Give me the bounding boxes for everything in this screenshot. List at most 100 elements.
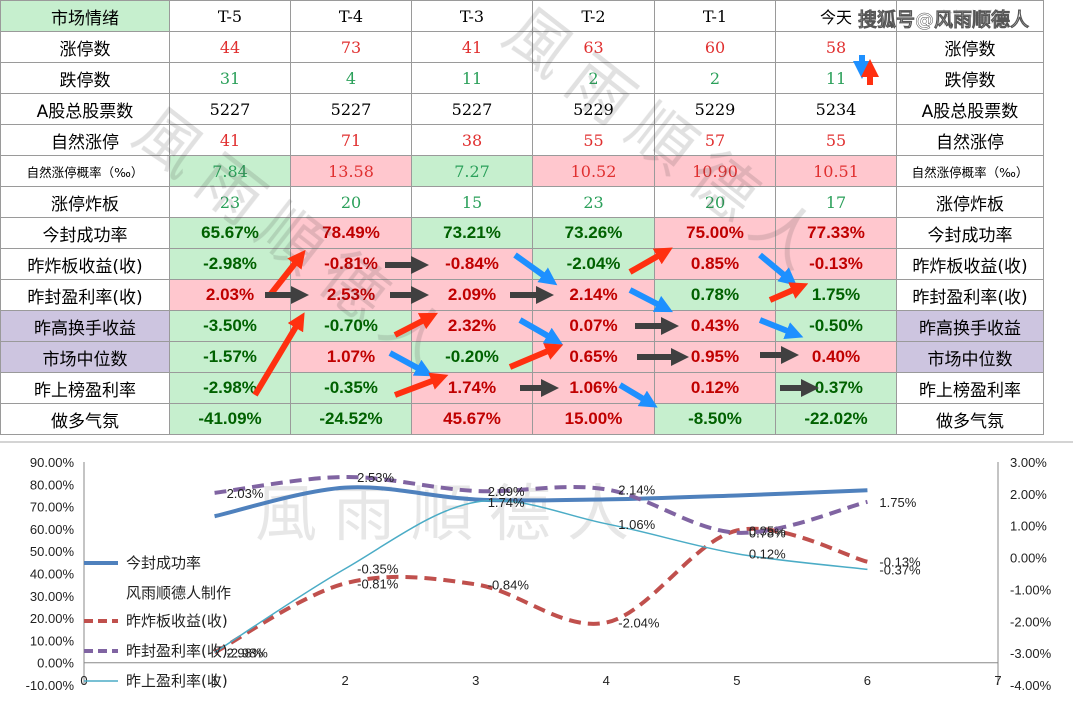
x-tick-label: 5 — [733, 673, 740, 688]
table-cell: 78.49% — [290, 217, 412, 249]
table-cell: 2 — [532, 62, 655, 94]
table-cell: -2.98% — [169, 248, 291, 280]
left-tick-label: 30.00% — [30, 589, 75, 604]
table-cell: -3.50% — [169, 310, 291, 342]
header-day: T-5 — [169, 0, 291, 32]
data-label: -0.35% — [357, 562, 399, 577]
row-label: 做多气氛 — [0, 403, 170, 435]
table-cell: 57 — [654, 124, 776, 156]
row-label-right: 昨高换手收益 — [896, 310, 1044, 342]
right-tick-label: -3.00% — [1010, 646, 1052, 661]
series-line — [214, 499, 868, 654]
header-day: T-2 — [532, 0, 655, 32]
table-cell: 63 — [532, 31, 655, 63]
table-cell: 41 — [169, 124, 291, 156]
table-row: 市场中位数 -1.57% 1.07% -0.20% 0.65% 0.95% 0.40% 市场中… — [0, 341, 1044, 373]
table-cell: 41 — [411, 31, 533, 63]
header-row: 市场情绪 T-5 T-4 T-3 T-2 T-1 今天 市场情绪 — [0, 0, 1044, 32]
table-cell: 77.33% — [775, 217, 897, 249]
table-cell: 0.07% — [532, 310, 655, 342]
x-tick-label: 7 — [994, 673, 1001, 688]
data-label: 1.74% — [488, 495, 525, 510]
table-cell: -0.70% — [290, 310, 412, 342]
table-cell: 17 — [775, 186, 897, 218]
row-label-right: 自然涨停 — [896, 124, 1044, 156]
row-label-right: 市场中位数 — [896, 341, 1044, 373]
table-row: 昨高换手收益 -3.50% -0.70% 2.32% 0.07% 0.43% -0.50% 昨… — [0, 310, 1044, 342]
data-label: -0.84% — [488, 577, 530, 592]
row-label: 涨停炸板 — [0, 186, 170, 218]
table-cell: 7.27 — [411, 155, 533, 187]
table-cell: 0.95% — [654, 341, 776, 373]
header-day: T-4 — [290, 0, 412, 32]
table-row: 做多气氛 -41.09% -24.52% 45.67% 15.00% -8.50% -22.… — [0, 403, 1044, 435]
right-tick-label: 2.00% — [1010, 487, 1047, 502]
table-cell: -8.50% — [654, 403, 776, 435]
table-cell: 0.65% — [532, 341, 655, 373]
row-label: A股总股票数 — [0, 93, 170, 125]
table-cell: 4 — [290, 62, 412, 94]
row-label-right: 昨封盈利率(收) — [896, 279, 1044, 311]
header-label: 市场情绪 — [896, 0, 1044, 32]
table-cell: 73.21% — [411, 217, 533, 249]
data-label: 1.06% — [618, 517, 655, 532]
data-label: 2.14% — [618, 482, 655, 497]
table-cell: 0.12% — [654, 372, 776, 404]
x-tick-label: 3 — [472, 673, 479, 688]
table-row: 今封成功率 65.67% 78.49% 73.21% 73.26% 75.00% 77.33… — [0, 217, 1044, 249]
table-cell: 71 — [290, 124, 412, 156]
row-label-right: 跌停数 — [896, 62, 1044, 94]
data-label: 0.12% — [749, 547, 786, 562]
sentiment-table: 市场情绪 T-5 T-4 T-3 T-2 T-1 今天 市场情绪 涨停数 44 73 41 63 60 58… — [0, 0, 1044, 435]
header-day: 今天 — [775, 0, 897, 32]
table-cell: 0.85% — [654, 248, 776, 280]
table-cell: 23 — [532, 186, 655, 218]
right-tick-label: -1.00% — [1010, 582, 1052, 597]
table-row: 涨停数 44 73 41 63 60 58 涨停数 — [0, 31, 1044, 63]
table-cell: -2.98% — [169, 372, 291, 404]
x-tick-label: 2 — [342, 673, 349, 688]
table-cell: -24.52% — [290, 403, 412, 435]
table-cell: 2.14% — [532, 279, 655, 311]
table-row: 昨上榜盈利率 -2.98% -0.35% 1.74% 1.06% 0.12% -0.37% 昨… — [0, 372, 1044, 404]
left-tick-label: -10.00% — [26, 678, 75, 693]
table-cell: 0.78% — [654, 279, 776, 311]
line-chart: 風雨順德人90.00%80.00%70.00%60.00%50.00%40.00… — [0, 441, 1073, 693]
table-cell: 38 — [411, 124, 533, 156]
left-tick-label: 0.00% — [37, 656, 74, 671]
row-label: 昨炸板收益(收) — [0, 248, 170, 280]
x-tick-label: 4 — [603, 673, 610, 688]
row-label-right: 涨停炸板 — [896, 186, 1044, 218]
row-label: 自然涨停 — [0, 124, 170, 156]
table-cell: -2.04% — [532, 248, 655, 280]
data-label: 2.98% — [227, 646, 264, 661]
data-label: 2.09% — [488, 484, 525, 499]
left-tick-label: 70.00% — [30, 500, 75, 515]
table-cell: -0.84% — [411, 248, 533, 280]
row-label-right: 昨上榜盈利率 — [896, 372, 1044, 404]
row-label-right: 涨停数 — [896, 31, 1044, 63]
table-cell: 2.32% — [411, 310, 533, 342]
legend-label: 昨封盈利率(收) — [126, 642, 228, 660]
table-cell: -22.02% — [775, 403, 897, 435]
table-cell: 73.26% — [532, 217, 655, 249]
row-label: 昨封盈利率(收) — [0, 279, 170, 311]
table-cell: -0.37% — [775, 372, 897, 404]
table-row: 自然涨停概率（‰） 7.84 13.58 7.27 10.52 10.90 10.51 自然涨… — [0, 155, 1044, 187]
table-cell: 11 — [775, 62, 897, 94]
series-line — [214, 485, 868, 519]
table-cell: 5234 — [775, 93, 897, 125]
table-row: 涨停炸板 23 20 15 23 20 17 涨停炸板 — [0, 186, 1044, 218]
table-cell: -0.20% — [411, 341, 533, 373]
data-label: -0.81% — [357, 576, 399, 591]
table-cell: 1.74% — [411, 372, 533, 404]
table-row: 昨封盈利率(收) 2.03% 2.53% 2.09% 2.14% 0.78% 1.75% 昨封… — [0, 279, 1044, 311]
table-cell: 0.43% — [654, 310, 776, 342]
row-label: 自然涨停概率（‰） — [0, 155, 170, 187]
table-cell: 65.67% — [169, 217, 291, 249]
table-cell: 2 — [654, 62, 776, 94]
right-tick-label: -4.00% — [1010, 678, 1052, 693]
table-cell: 55 — [532, 124, 655, 156]
right-tick-label: 1.00% — [1010, 519, 1047, 534]
left-tick-label: 20.00% — [30, 611, 75, 626]
